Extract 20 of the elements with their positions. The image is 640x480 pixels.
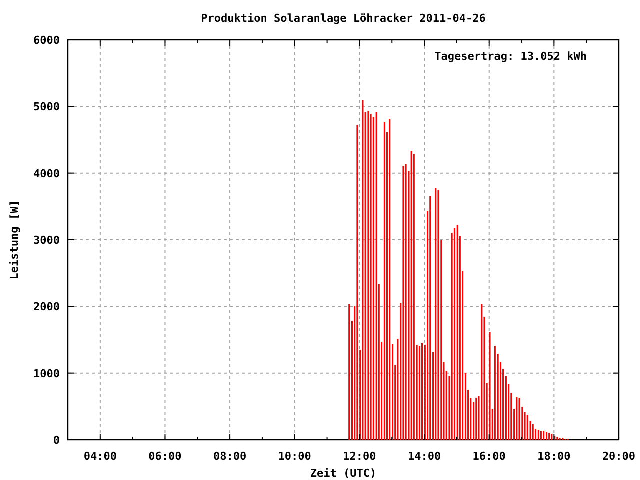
x-tick-label: 06:00 [148, 450, 182, 463]
y-axis-title: Leistung [W] [8, 200, 21, 280]
x-axis-title: Zeit (UTC) [310, 467, 377, 480]
annotation: Tagesertrag: 13.052 kWh [434, 50, 587, 63]
y-tick-label: 4000 [34, 167, 60, 180]
y-tick-label: 2000 [34, 300, 60, 314]
y-tick-label: 6000 [34, 34, 60, 47]
y-tick-label: 5000 [34, 100, 60, 114]
x-tick-label: 10:00 [278, 450, 312, 463]
x-tick-label: 16:00 [472, 450, 506, 463]
y-tick-label: 0 [53, 434, 60, 447]
x-tick-label: 20:00 [602, 450, 636, 463]
x-tick-label: 04:00 [84, 450, 117, 463]
x-tick-label: 08:00 [213, 450, 247, 463]
x-tick-label: 18:00 [538, 450, 571, 463]
y-tick-label: 3000 [34, 234, 60, 247]
y-tick-label: 1000 [34, 367, 60, 380]
x-tick-label: 12:00 [343, 450, 376, 463]
chart-title: Produktion Solaranlage Löhracker 2011-04-26 [201, 12, 486, 25]
x-tick-label: 14:00 [408, 450, 442, 463]
